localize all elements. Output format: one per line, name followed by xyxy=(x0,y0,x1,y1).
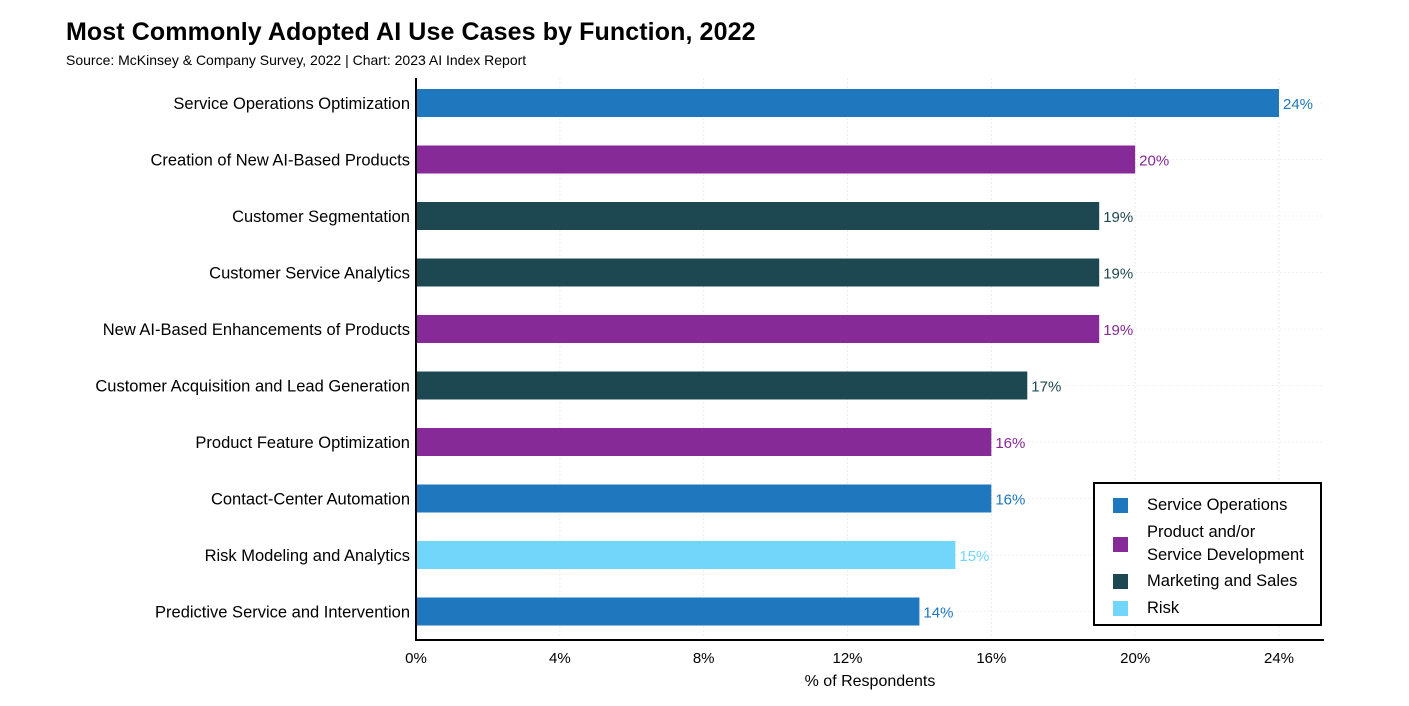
bar-4 xyxy=(416,258,1100,287)
bar-2 xyxy=(416,145,1136,174)
value-label: 14% xyxy=(923,605,953,622)
category-label: Creation of New AI-Based Products xyxy=(150,152,410,170)
legend-label: Marketing and Sales xyxy=(1147,572,1298,590)
bar-9 xyxy=(416,541,956,569)
value-label: 19% xyxy=(1103,266,1133,283)
bar-7 xyxy=(416,428,992,456)
x-tick-label: 20% xyxy=(1120,650,1150,667)
value-label: 16% xyxy=(995,492,1025,509)
legend-swatch xyxy=(1113,574,1128,589)
bar-10 xyxy=(416,597,920,626)
value-labels: 24% 20% 19% 19% 19% 17% 16% 16% 15% 14% xyxy=(923,96,1313,622)
x-tick-label: 12% xyxy=(832,650,862,667)
x-tick-label: 0% xyxy=(405,650,427,667)
legend-swatch xyxy=(1113,498,1128,513)
bars xyxy=(416,89,1279,626)
value-label: 17% xyxy=(1031,379,1061,396)
legend-label: Product and/or xyxy=(1147,523,1256,541)
value-label: 24% xyxy=(1283,96,1313,113)
x-axis-title: % of Respondents xyxy=(805,673,936,690)
legend-label: Service Development xyxy=(1147,546,1304,564)
x-tick-label: 24% xyxy=(1264,650,1294,667)
x-tick-labels: 0% 4% 8% 12% 16% 20% 24% xyxy=(405,650,1294,667)
legend-label: Risk xyxy=(1147,599,1180,617)
category-label: Customer Acquisition and Lead Generation xyxy=(95,378,410,396)
legend-swatch xyxy=(1113,536,1128,552)
bar-5 xyxy=(416,315,1100,343)
category-label: Product Feature Optimization xyxy=(195,434,410,452)
category-label: Customer Segmentation xyxy=(232,208,410,226)
legend-swatch xyxy=(1113,601,1128,616)
value-label: 20% xyxy=(1139,153,1169,170)
category-label: New AI-Based Enhancements of Products xyxy=(103,321,410,339)
category-label: Predictive Service and Intervention xyxy=(155,604,410,622)
x-tick-label: 4% xyxy=(549,650,571,667)
legend: Service Operations Product and/or Service … xyxy=(1093,482,1322,626)
x-tick-label: 8% xyxy=(693,650,715,667)
chart-subtitle: Source: McKinsey & Company Survey, 2022 … xyxy=(66,52,527,68)
category-label: Customer Service Analytics xyxy=(209,265,410,283)
axes xyxy=(415,78,1324,641)
bar-3 xyxy=(416,202,1100,230)
value-label: 19% xyxy=(1103,209,1133,226)
category-label: Contact-Center Automation xyxy=(211,491,410,509)
chart-title: Most Commonly Adopted AI Use Cases by Fu… xyxy=(66,18,756,46)
category-labels: Service Operations Optimization Creation … xyxy=(95,95,410,622)
bar-1 xyxy=(416,89,1279,117)
value-label: 15% xyxy=(959,548,989,565)
bar-6 xyxy=(416,371,1028,400)
category-label: Risk Modeling and Analytics xyxy=(205,547,410,565)
value-label: 19% xyxy=(1103,322,1133,339)
bar-8 xyxy=(416,484,992,513)
x-tick-label: 16% xyxy=(976,650,1006,667)
legend-label: Service Operations xyxy=(1147,496,1288,514)
category-label: Service Operations Optimization xyxy=(173,95,410,113)
value-label: 16% xyxy=(995,435,1025,452)
